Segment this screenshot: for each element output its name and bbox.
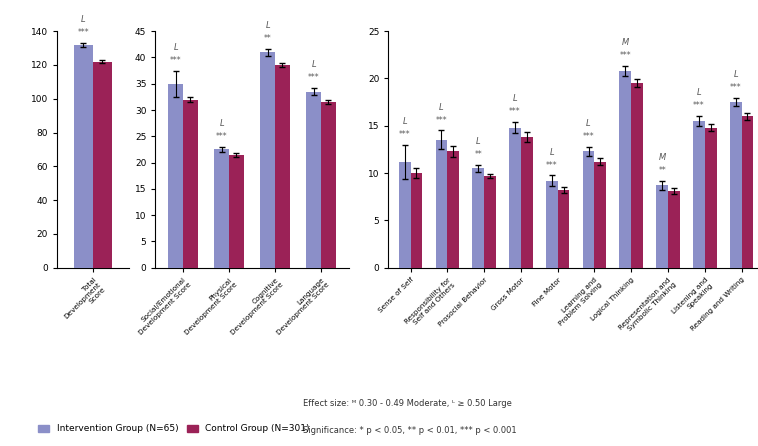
Legend: Intervention Group (N=65), Control Group (N=301): Intervention Group (N=65), Control Group… [35,421,313,437]
Bar [74,45,92,268]
Text: L: L [586,119,591,128]
Text: L: L [81,15,86,24]
Bar [92,62,112,268]
Text: L: L [550,148,554,157]
Bar [215,149,229,268]
Bar [411,173,422,268]
Bar [631,83,643,268]
Bar [229,155,244,268]
Bar [619,71,631,268]
Bar [583,151,594,268]
Text: ***: *** [509,107,521,116]
Bar [472,168,484,268]
Text: ***: *** [436,116,447,124]
Bar [484,176,496,268]
Text: Significance: * p < 0.05, ** p < 0.01, *** p < 0.001: Significance: * p < 0.05, ** p < 0.01, *… [303,426,517,435]
Bar [447,151,459,268]
Text: L: L [312,60,316,69]
Text: M: M [622,38,629,47]
Text: L: L [265,21,270,29]
Text: ***: *** [399,130,411,139]
Bar [594,162,606,268]
Bar [668,191,680,268]
Bar [521,137,533,268]
Text: Effect size: ᴹ 0.30 - 0.49 Moderate, ᴸ ≥ 0.50 Large: Effect size: ᴹ 0.30 - 0.49 Moderate, ᴸ ≥… [303,399,512,408]
Bar [306,91,321,268]
Bar [275,66,290,268]
Text: ***: *** [583,132,594,140]
Bar [705,128,716,268]
Text: ***: *** [546,161,558,169]
Text: L: L [734,70,738,79]
Bar [730,102,741,268]
Bar [741,116,753,268]
Bar [656,186,668,268]
Text: ***: *** [730,83,741,92]
Text: L: L [439,103,443,112]
Text: L: L [174,43,178,52]
Bar [558,190,569,268]
Text: L: L [402,117,407,126]
Text: **: ** [475,150,482,159]
Text: **: ** [264,33,271,43]
Text: L: L [476,137,481,146]
Text: L: L [697,88,701,97]
Bar [260,52,275,268]
Text: ***: *** [216,132,227,141]
Bar [509,128,521,268]
Bar [693,121,705,268]
Text: M: M [659,153,666,162]
Text: ***: *** [170,56,181,65]
Bar [546,181,558,268]
Bar [183,99,198,268]
Text: **: ** [658,166,666,175]
Text: ***: *** [77,28,89,37]
Bar [399,162,411,268]
Bar [436,140,447,268]
Text: ***: *** [619,51,631,60]
Bar [321,102,336,268]
Text: ***: *** [308,73,320,82]
Text: L: L [219,119,224,128]
Bar [168,84,183,268]
Text: L: L [512,94,517,103]
Text: ***: *** [693,101,705,111]
